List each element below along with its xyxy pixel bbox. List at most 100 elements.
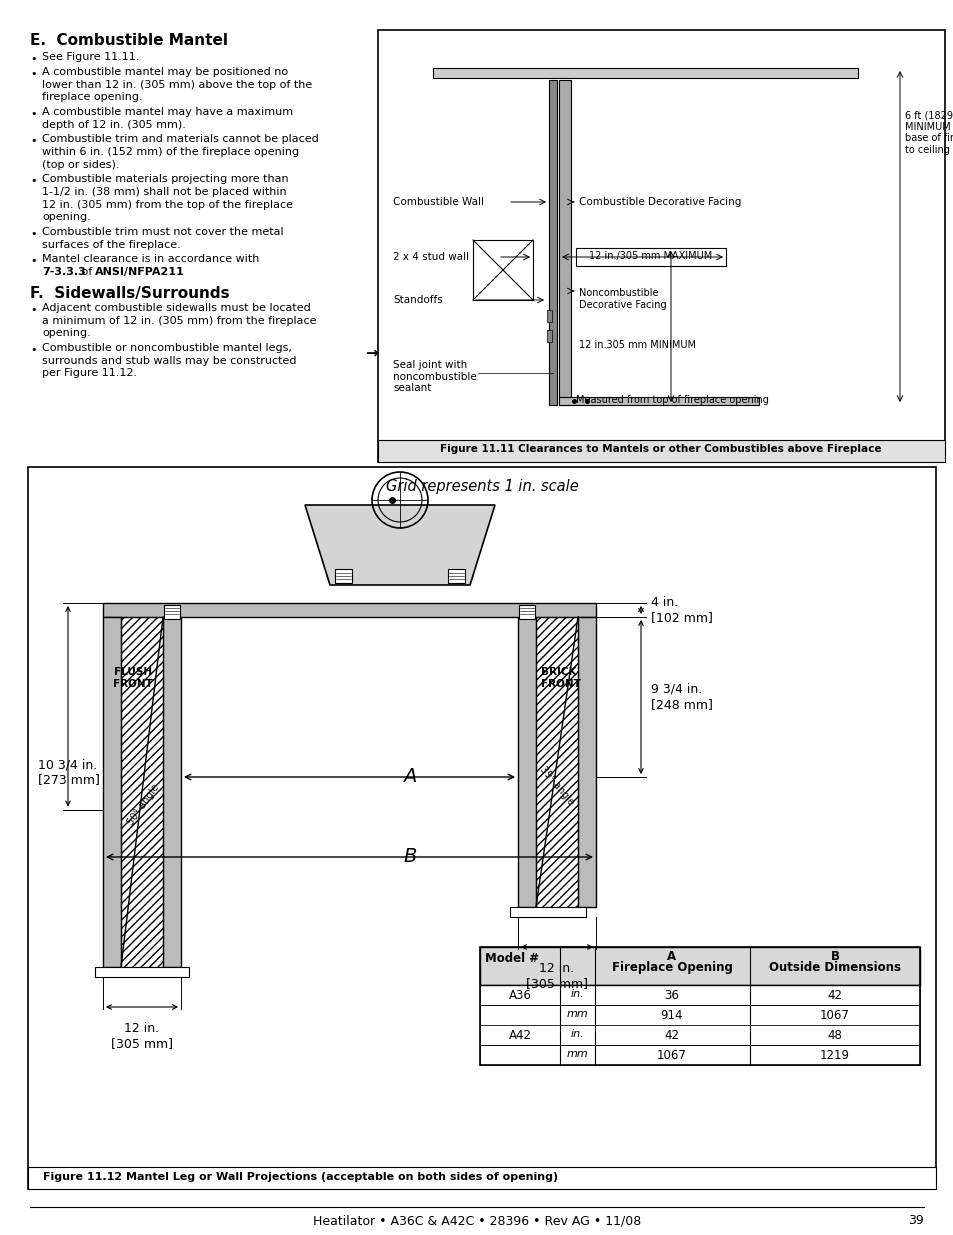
Bar (479, 1005, 919, 1025)
Bar (558, 80, 571, 405)
Text: B: B (830, 950, 839, 963)
Bar (548, 80, 557, 405)
Text: Combustible Decorative Facing: Combustible Decorative Facing (578, 198, 740, 207)
Text: Standoffs: Standoffs (393, 295, 442, 305)
Text: mm: mm (565, 1049, 587, 1058)
Text: ANSI/NFPA211: ANSI/NFPA211 (95, 267, 185, 277)
Bar (546, 330, 552, 342)
Bar (479, 947, 919, 1065)
Text: 50° angle: 50° angle (126, 783, 161, 827)
Bar (103, 618, 121, 967)
Text: Noncombustible
Decorative Facing: Noncombustible Decorative Facing (578, 288, 666, 310)
Text: 1067: 1067 (657, 1049, 686, 1062)
Text: Fireplace Opening: Fireplace Opening (611, 961, 732, 974)
Text: A36: A36 (508, 989, 531, 1002)
Bar (28, 1167, 935, 1189)
Bar (578, 618, 596, 906)
Text: Combustible Wall: Combustible Wall (393, 198, 483, 207)
Text: A42: A42 (508, 1029, 531, 1042)
Text: in.: in. (570, 1029, 583, 1039)
Text: 4 in.
[102 mm]: 4 in. [102 mm] (650, 597, 712, 624)
Text: in.: in. (570, 989, 583, 999)
Text: FLUSH
FRONT: FLUSH FRONT (113, 667, 152, 689)
Bar (103, 603, 596, 618)
Text: •: • (30, 305, 36, 315)
Text: →: → (365, 346, 377, 361)
Bar (473, 240, 533, 300)
Bar (164, 605, 180, 619)
Bar (479, 947, 919, 986)
Text: 36: 36 (664, 989, 679, 1002)
Text: Outside Dimensions: Outside Dimensions (768, 961, 900, 974)
Text: A: A (403, 767, 416, 787)
Text: 12 in./305 mm MAXIMUM: 12 in./305 mm MAXIMUM (589, 251, 712, 261)
Text: 6 ft (1829 mm
MINIMUM
base of fireplace
to ceiling: 6 ft (1829 mm MINIMUM base of fireplace … (904, 110, 953, 154)
Text: Combustible materials projecting more than: Combustible materials projecting more th… (42, 174, 289, 184)
Text: BRICK
FRONT: BRICK FRONT (540, 667, 580, 689)
Text: 12 in. (305 mm) from the top of the fireplace: 12 in. (305 mm) from the top of the fire… (42, 200, 293, 210)
Text: Mantel clearance is in accordance with: Mantel clearance is in accordance with (42, 254, 263, 264)
Text: A: A (667, 950, 676, 963)
Text: •: • (30, 228, 36, 240)
Text: surrounds and stub walls may be constructed: surrounds and stub walls may be construc… (42, 356, 296, 366)
Text: 1067: 1067 (820, 1009, 849, 1023)
Text: fireplace opening.: fireplace opening. (42, 91, 143, 103)
Text: 10 3/4 in.
[273 mm]: 10 3/4 in. [273 mm] (38, 758, 100, 785)
Text: 39° angle: 39° angle (537, 764, 576, 806)
Text: Combustible or noncombustible mantel legs,: Combustible or noncombustible mantel leg… (42, 343, 292, 353)
Text: •: • (30, 257, 36, 267)
Bar (95, 967, 189, 977)
Text: 9 3/4 in.
[248 mm]: 9 3/4 in. [248 mm] (650, 683, 712, 711)
Text: surfaces of the fireplace.: surfaces of the fireplace. (42, 240, 180, 249)
Bar (335, 569, 352, 583)
Text: lower than 12 in. (305 mm) above the top of the: lower than 12 in. (305 mm) above the top… (42, 79, 312, 89)
Bar (163, 618, 181, 967)
Bar (121, 618, 163, 967)
Text: 42: 42 (826, 989, 841, 1002)
Text: Heatilator • A36C & A42C • 28396 • Rev AG • 11/08: Heatilator • A36C & A42C • 28396 • Rev A… (313, 1214, 640, 1228)
Text: 1219: 1219 (820, 1049, 849, 1062)
Bar (433, 68, 857, 78)
Polygon shape (305, 505, 495, 585)
Bar (377, 440, 944, 462)
Text: 12 in.
[305 mm]: 12 in. [305 mm] (111, 1023, 172, 1050)
Text: 39: 39 (907, 1214, 923, 1228)
Text: E.  Combustible Mantel: E. Combustible Mantel (30, 33, 228, 48)
Text: Seal joint with
noncombustible
sealant: Seal joint with noncombustible sealant (393, 359, 476, 393)
Text: of: of (78, 267, 95, 277)
Text: See Figure 11.11.: See Figure 11.11. (42, 52, 139, 62)
Text: 914: 914 (660, 1009, 682, 1023)
Text: opening.: opening. (42, 212, 91, 222)
Text: 42: 42 (664, 1029, 679, 1042)
Text: •: • (30, 54, 36, 64)
Bar (479, 986, 919, 1005)
Text: 2 x 4 stud wall: 2 x 4 stud wall (393, 252, 469, 262)
Text: 12 in.
[305 mm]: 12 in. [305 mm] (525, 962, 587, 990)
Text: per Figure 11.12.: per Figure 11.12. (42, 368, 137, 378)
Text: •: • (30, 69, 36, 79)
Bar (546, 310, 552, 322)
Text: 1-1/2 in. (38 mm) shall not be placed within: 1-1/2 in. (38 mm) shall not be placed wi… (42, 186, 286, 198)
Text: Grid represents 1 in. scale: Grid represents 1 in. scale (385, 479, 578, 494)
Text: Model #: Model # (484, 952, 538, 965)
Text: Combustible trim and materials cannot be placed: Combustible trim and materials cannot be… (42, 135, 318, 144)
Bar (517, 618, 536, 906)
Text: mm: mm (565, 1009, 587, 1019)
Text: B: B (403, 847, 416, 867)
Text: F.  Sidewalls/Surrounds: F. Sidewalls/Surrounds (30, 287, 230, 301)
Text: opening.: opening. (42, 329, 91, 338)
Text: •: • (30, 137, 36, 147)
Text: 7-3.3.3: 7-3.3.3 (42, 267, 86, 277)
Bar (510, 906, 585, 918)
Text: a minimum of 12 in. (305 mm) from the fireplace: a minimum of 12 in. (305 mm) from the fi… (42, 315, 316, 326)
Text: within 6 in. (152 mm) of the fireplace opening: within 6 in. (152 mm) of the fireplace o… (42, 147, 299, 157)
Text: A combustible mantel may be positioned no: A combustible mantel may be positioned n… (42, 67, 288, 77)
Text: Adjacent combustible sidewalls must be located: Adjacent combustible sidewalls must be l… (42, 303, 311, 312)
Text: Figure 11.12 Mantel Leg or Wall Projections (acceptable on both sides of opening: Figure 11.12 Mantel Leg or Wall Projecti… (43, 1172, 558, 1182)
Bar (576, 248, 725, 266)
Text: Figure 11.11 Clearances to Mantels or other Combustibles above Fireplace: Figure 11.11 Clearances to Mantels or ot… (439, 445, 881, 454)
Bar (518, 605, 535, 619)
Bar (28, 467, 935, 1189)
Text: 48: 48 (826, 1029, 841, 1042)
Bar (448, 569, 464, 583)
